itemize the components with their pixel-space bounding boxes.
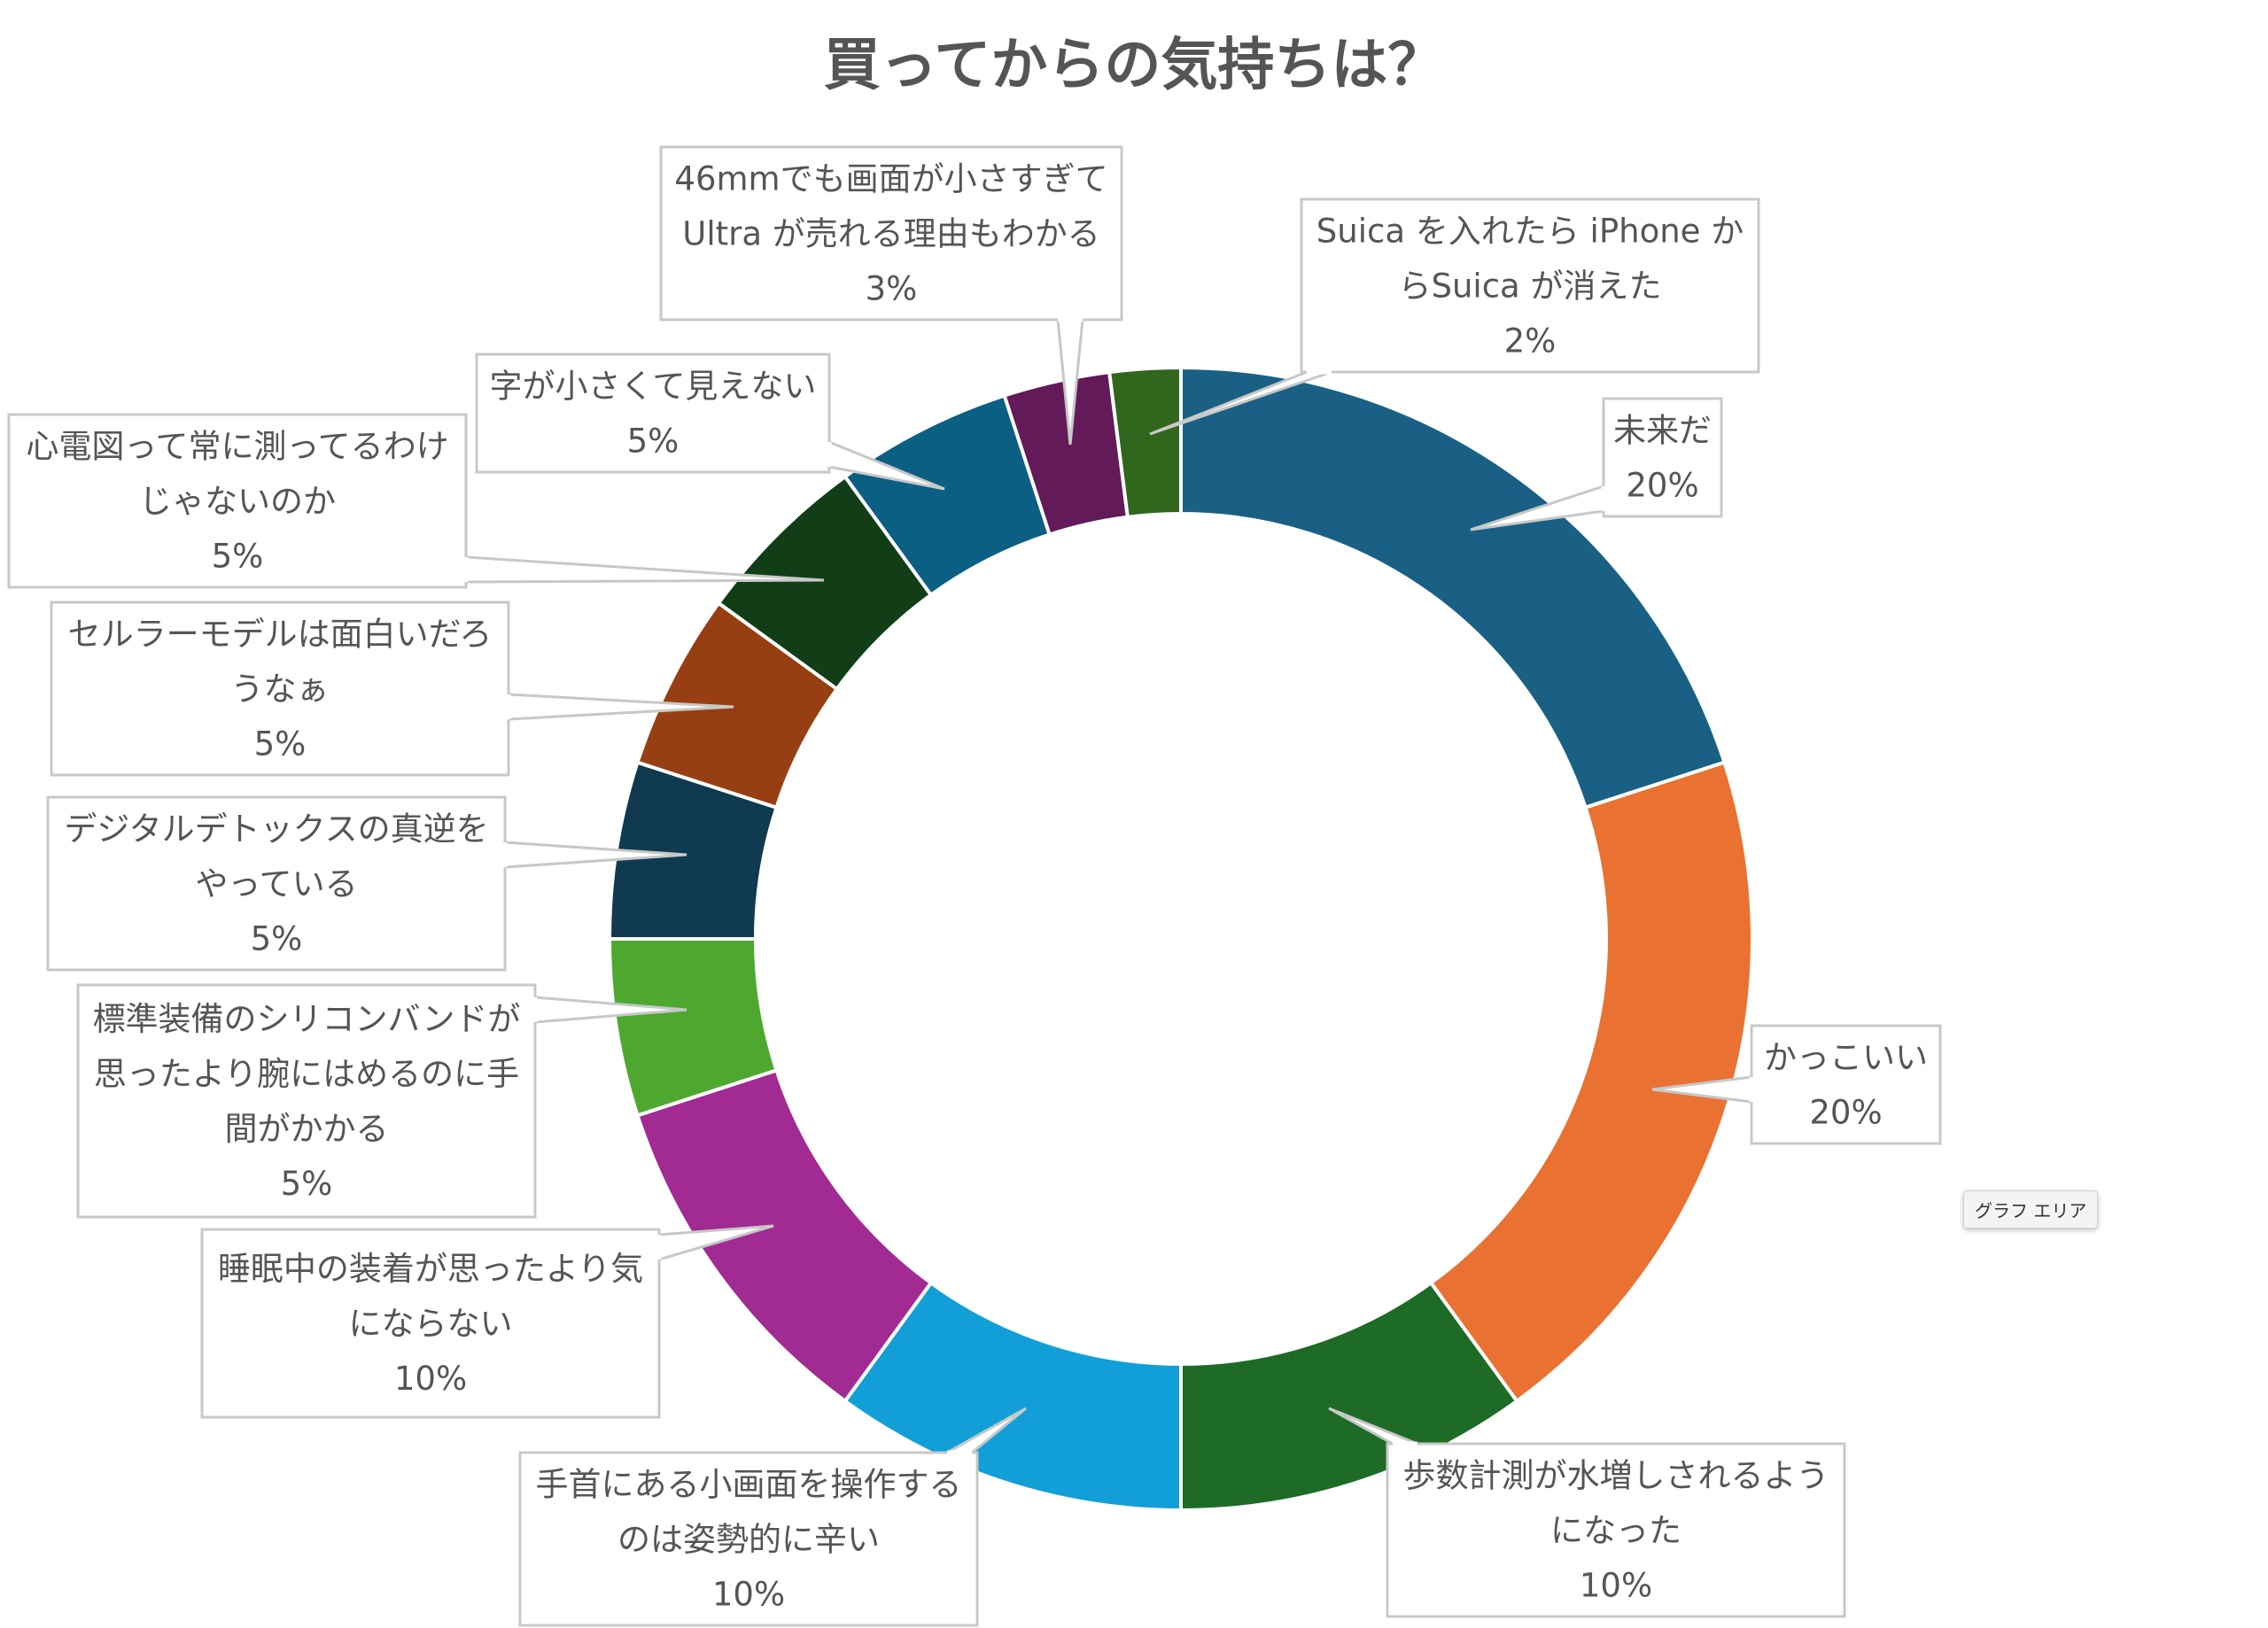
data-label-line: 心電図って常に測ってるわけ (26, 428, 448, 466)
data-label-box (50, 601, 510, 777)
data-label-line: 3% (866, 270, 918, 308)
data-label-10: 字が小さくて見えない 5% (475, 353, 945, 491)
data-label-line: 思ったより腕にはめるのに手 (94, 1055, 519, 1093)
data-label-box (1386, 1442, 1846, 1618)
data-label-box (475, 353, 831, 474)
data-label-box (7, 413, 468, 589)
data-label-line: 46mmでも画面が小さすぎて (674, 160, 1107, 198)
data-label-line: 睡眠中の装着が思ったより気 (218, 1250, 643, 1288)
data-label-box (200, 1228, 661, 1419)
data-label-box (659, 145, 1123, 322)
data-label-line: 歩数計測が水増しされるよう (1403, 1457, 1829, 1495)
data-label-line: 手首にある小画面を操作する (536, 1466, 962, 1504)
data-label-line: 間がかかる (225, 1110, 389, 1148)
donut-slices[interactable] (607, 365, 1754, 1513)
data-label-line: デジタルデトックスの真逆を (64, 810, 488, 849)
data-labels: 未来だ20%かっこいい20%歩数計測が水増しされるようになった10%手首にある小… (7, 145, 1942, 1627)
data-label-line: セルラーモデルは面白いだろ (68, 616, 493, 654)
data-label-line: になった (1550, 1512, 1682, 1550)
data-label-line: 5% (254, 725, 307, 764)
data-label-line: Ultra が売れる理由もわかる (682, 215, 1100, 253)
chart-title: 買ってからの気持ちは？ (823, 33, 1445, 98)
data-label-line: 5% (627, 423, 680, 461)
data-label-line: にならない (349, 1305, 513, 1343)
data-label-line: 10% (712, 1576, 785, 1614)
data-label-11: 46mmでも画面が小さすぎて Ultra が売れる理由もわかる 3% (659, 145, 1123, 446)
data-label-line: 10% (1580, 1567, 1652, 1605)
data-label-line: 5% (251, 920, 303, 958)
data-label-line: 未来だ (1613, 412, 1712, 450)
data-label-box (1750, 1024, 1942, 1145)
data-label-line: やっている (195, 865, 357, 903)
data-label-box (46, 795, 507, 972)
slice-2[interactable] (1428, 760, 1754, 1404)
data-label-line: 20% (1809, 1094, 1882, 1132)
data-label-box (1300, 198, 1760, 374)
data-label-box (76, 983, 537, 1219)
slice-12[interactable] (1107, 365, 1183, 520)
data-label-box (1602, 397, 1723, 518)
data-label-line: 5% (212, 538, 264, 576)
data-label-line: じゃないのか (139, 483, 336, 521)
chart-area-tooltip: グラフ エリア (1963, 1190, 2099, 1229)
data-label-line: うなぁ (231, 671, 330, 709)
data-label-line: 2% (1504, 322, 1557, 360)
slice-1[interactable] (1179, 365, 1727, 810)
data-label-line: かっこいい (1764, 1039, 1928, 1077)
data-label-2: かっこいい 20% (1651, 1024, 1942, 1145)
data-label-box (518, 1451, 979, 1627)
data-label-line: 10% (394, 1360, 467, 1398)
data-label-1: 未来だ 20% (1470, 397, 1723, 531)
data-label-line: 字が小さくて見えない (490, 368, 817, 406)
data-label-line: のは姿勢的に辛い (617, 1521, 880, 1559)
data-label-line: Suica を入れたら iPhone か (1317, 213, 1744, 251)
data-label-line: 20% (1626, 467, 1698, 505)
data-label-line: 5% (281, 1165, 333, 1203)
data-label-line: らSuica が消えた (1399, 267, 1662, 306)
data-label-line: 標準装備のシリコンバンドが (93, 1000, 521, 1038)
